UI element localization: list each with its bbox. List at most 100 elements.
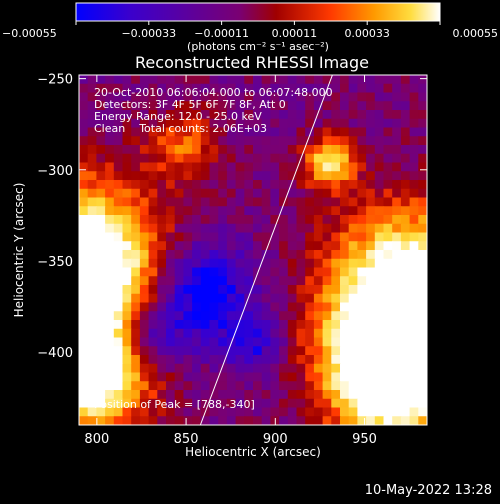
heatmap-cell: [348, 372, 358, 382]
footer-timestamp: 10-May-2022 13:28: [364, 483, 492, 498]
x-tick-label: 900: [263, 432, 288, 447]
heatmap-cell: [157, 206, 167, 216]
heatmap-cell: [253, 328, 263, 339]
heatmap-cell: [87, 355, 97, 365]
heatmap-cell: [79, 398, 89, 409]
heatmap-cell: [409, 267, 419, 277]
heatmap-cell: [348, 197, 358, 207]
heatmap-cell: [261, 328, 271, 339]
heatmap-cell: [183, 136, 193, 146]
heatmap-cell: [122, 215, 132, 225]
heatmap-cell: [218, 197, 228, 207]
heatmap-cell: [235, 241, 245, 251]
heatmap-cell: [244, 355, 254, 365]
heatmap-cell: [218, 136, 228, 146]
heatmap-cell: [87, 180, 97, 190]
heatmap-cell: [305, 162, 315, 172]
heatmap-cell: [113, 101, 124, 111]
heatmap-cell: [148, 258, 158, 269]
heatmap-cell: [313, 145, 324, 155]
heatmap-cell: [113, 258, 124, 269]
heatmap-cell: [148, 346, 158, 356]
heatmap-cell: [374, 180, 385, 190]
heatmap-cell: [305, 390, 315, 400]
heatmap-cell: [400, 285, 411, 295]
heatmap-cell: [122, 232, 132, 242]
heatmap-cell: [148, 285, 158, 295]
heatmap-cell: [409, 153, 419, 164]
heatmap-cell: [105, 258, 115, 269]
heatmap-cell: [418, 83, 427, 94]
heatmap-cell: [131, 162, 141, 172]
heatmap-cell: [340, 223, 350, 234]
heatmap-cell: [87, 407, 97, 417]
heatmap-cell: [122, 320, 132, 330]
heatmap-cell: [279, 416, 289, 425]
heatmap-cell: [96, 302, 106, 312]
heatmap-cell: [253, 258, 263, 269]
heatmap-cell: [392, 136, 402, 146]
heatmap-cell: [105, 355, 115, 365]
heatmap-cell: [192, 372, 202, 382]
heatmap-cell: [148, 381, 158, 391]
heatmap-cell: [305, 215, 315, 225]
heatmap-cell: [122, 398, 132, 409]
annotation-energy-range: Energy Range: 12.0 - 25.0 keV: [94, 110, 262, 123]
heatmap-cell: [148, 83, 158, 94]
heatmap-cell: [235, 328, 245, 339]
heatmap-cell: [183, 302, 193, 312]
heatmap-cell: [383, 355, 393, 365]
heatmap-cell: [218, 302, 228, 312]
heatmap-cell: [305, 223, 315, 234]
heatmap-cell: [418, 390, 427, 400]
heatmap-cell: [313, 136, 324, 146]
heatmap-cell: [374, 206, 385, 216]
heatmap-cell: [409, 75, 419, 85]
heatmap-cell: [200, 337, 211, 347]
heatmap-cell: [261, 145, 271, 155]
heatmap-cell: [287, 197, 298, 207]
heatmap-cell: [357, 215, 367, 225]
heatmap-cell: [305, 250, 315, 260]
heatmap-cell: [409, 293, 419, 304]
heatmap-cell: [157, 250, 167, 260]
heatmap-cell: [209, 223, 219, 234]
heatmap-cell: [270, 311, 280, 321]
heatmap-cell: [409, 83, 419, 94]
heatmap-cell: [166, 337, 176, 347]
heatmap-cell: [305, 241, 315, 251]
heatmap-cell: [200, 241, 211, 251]
heatmap-cell: [296, 258, 306, 269]
heatmap-cell: [235, 101, 245, 111]
heatmap-cell: [139, 416, 150, 425]
heatmap-cell: [96, 241, 106, 251]
heatmap-cell: [383, 258, 393, 269]
heatmap-cell: [253, 153, 263, 164]
heatmap-cell: [218, 83, 228, 94]
heatmap-cell: [79, 250, 89, 260]
heatmap-cell: [200, 250, 211, 260]
heatmap-cell: [87, 285, 97, 295]
heatmap-cell: [157, 232, 167, 242]
heatmap-cell: [235, 162, 245, 172]
heatmap-cell: [418, 311, 427, 321]
heatmap-cell: [209, 118, 219, 129]
heatmap-cell: [209, 398, 219, 409]
heatmap-cell: [192, 136, 202, 146]
heatmap-cell: [218, 355, 228, 365]
heatmap-cell: [313, 267, 324, 277]
heatmap-cell: [366, 232, 376, 242]
heatmap-cell: [279, 197, 289, 207]
heatmap-cell: [253, 285, 263, 295]
heatmap-cell: [87, 311, 97, 321]
heatmap-cell: [331, 267, 341, 277]
heatmap-cell: [400, 223, 411, 234]
heatmap-cell: [366, 346, 376, 356]
heatmap-cell: [383, 276, 393, 286]
heatmap-cell: [166, 92, 176, 102]
heatmap-cell: [305, 145, 315, 155]
heatmap-cell: [270, 276, 280, 286]
heatmap-cell: [313, 92, 324, 102]
heatmap-cell: [139, 258, 150, 269]
heatmap-cell: [131, 153, 141, 164]
